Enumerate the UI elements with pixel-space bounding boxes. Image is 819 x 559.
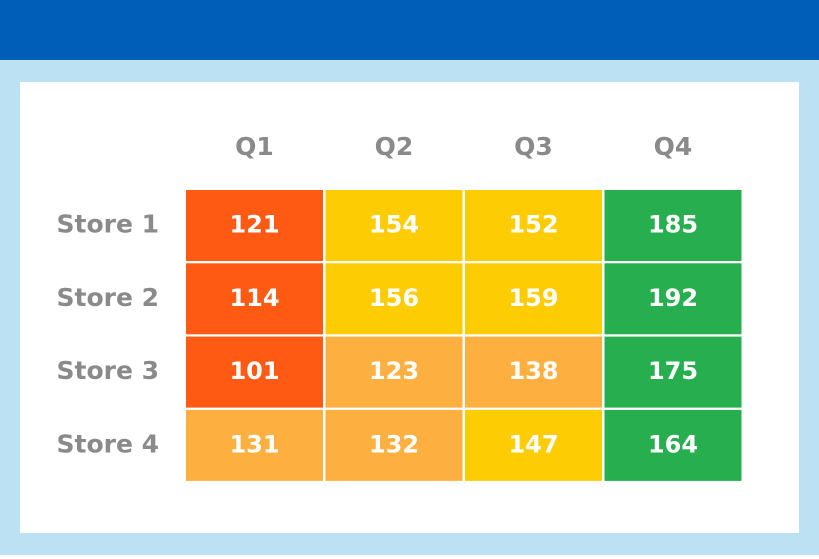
row-header: Store 4 [56,429,159,458]
cell-value: 175 [648,357,698,385]
cell-value: 185 [648,211,698,239]
heat-cell [465,263,602,335]
cell-value: 138 [508,357,558,385]
heat-cell [325,409,463,481]
row-header: Store 2 [56,283,159,312]
heat-cell [604,336,742,408]
heat-cell [465,190,602,261]
heat-cell [186,190,323,261]
heat-cell [325,263,463,335]
column-header: Q2 [375,132,414,161]
cell-value: 147 [508,430,558,458]
cell-value: 154 [369,211,419,239]
column-header: Q1 [235,132,274,161]
cell-value: 152 [508,211,558,239]
cell-value: 121 [229,211,279,239]
cell-value: 164 [648,430,698,458]
heat-cell [325,336,463,408]
heat-cell [465,409,602,481]
heat-cell [186,336,323,408]
cell-value: 192 [648,284,698,312]
heat-cell [186,263,323,335]
cell-value: 132 [369,430,419,458]
cell-value: 123 [369,357,419,385]
cell-value: 114 [229,284,279,312]
row-header: Store 3 [56,356,159,385]
heat-cell [465,336,602,408]
column-header: Q4 [654,132,693,161]
heat-cell [325,190,463,261]
heat-cell [604,263,742,335]
top-bar [0,0,819,60]
cell-value: 131 [229,430,279,458]
cell-value: 101 [229,357,279,385]
heat-cell [604,190,742,261]
column-header: Q3 [514,132,553,161]
heat-cell [604,409,742,481]
heat-cell [186,409,323,481]
cell-value: 156 [369,284,419,312]
cell-value: 159 [508,284,558,312]
row-header: Store 1 [56,210,159,239]
